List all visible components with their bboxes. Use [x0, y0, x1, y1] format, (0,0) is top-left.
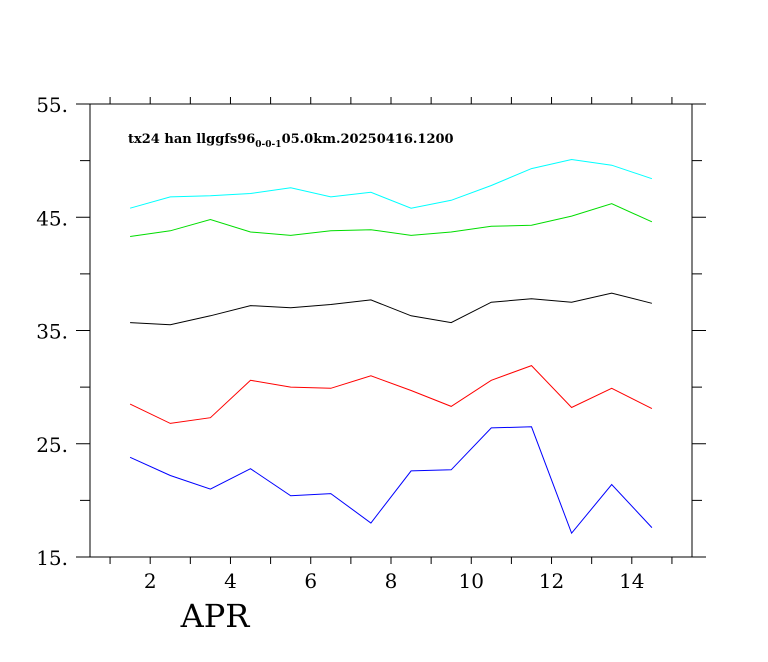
- x-tick-label: 6: [304, 569, 317, 593]
- plot-frame: [89, 103, 693, 558]
- x-tick-label: 8: [385, 569, 398, 593]
- series-layer: [129, 158, 653, 535]
- x-tick-label: 4: [224, 569, 237, 593]
- series-line-1: [129, 158, 653, 209]
- series-line-5: [129, 426, 653, 535]
- series-line-3: [130, 292, 653, 326]
- series-line-2: [130, 203, 653, 237]
- x-tick-label: 12: [539, 569, 564, 593]
- x-axis-title: APR: [180, 597, 251, 635]
- series-line-4: [129, 365, 653, 424]
- x-tick-label: 10: [459, 569, 484, 593]
- y-axis: 15. 25. 35. 45. 55.: [36, 93, 706, 570]
- x-axis: 2 4 6 8 10 12 14: [109, 97, 673, 593]
- x-tick-label: 2: [144, 569, 157, 593]
- y-tick-label: 35.: [36, 320, 68, 344]
- y-tick-label: 15.: [36, 546, 68, 570]
- y-tick-label: 25.: [36, 433, 68, 457]
- chart-title: tx24 han llggfs960-0-105.0km.20250416.12…: [128, 132, 454, 150]
- y-tick-label: 55.: [36, 93, 68, 117]
- x-tick-label: 14: [619, 569, 644, 593]
- y-tick-label: 45.: [36, 206, 68, 230]
